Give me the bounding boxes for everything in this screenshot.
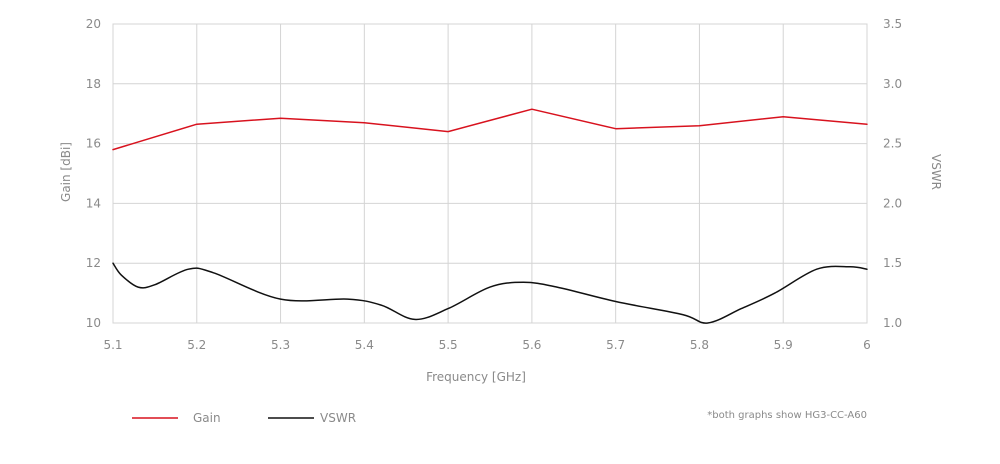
y-axis-ticks: 20 18 16 14 12 10 — [86, 17, 101, 330]
y2-tick-label: 3.5 — [883, 17, 902, 31]
y-tick-label: 12 — [86, 256, 101, 270]
series-line-gain — [112, 108, 868, 151]
y2-tick-label: 2.0 — [883, 196, 902, 210]
y2-tick-label: 1.0 — [883, 316, 902, 330]
x-axis-title: Frequency [GHz] — [426, 370, 526, 384]
y-tick-label: 10 — [86, 316, 101, 330]
x-tick-label: 5.4 — [355, 338, 374, 352]
y2-tick-label: 3.0 — [883, 77, 902, 91]
x-tick-label: 5.3 — [271, 338, 290, 352]
x-tick-label: 5.2 — [187, 338, 206, 352]
legend: Gain VSWR — [132, 411, 356, 425]
plot-border — [112, 23, 868, 324]
series-layer — [112, 108, 868, 324]
y-tick-label: 20 — [86, 17, 101, 31]
plot-frame — [112, 23, 868, 324]
y-tick-label: 14 — [86, 196, 101, 210]
footnote: *both graphs show HG3-CC-A60 — [707, 410, 867, 421]
x-tick-label: 5.5 — [439, 338, 458, 352]
y-axis-title: Gain [dBi] — [59, 142, 73, 202]
series-line-vswr — [112, 262, 868, 324]
y2-tick-label: 1.5 — [883, 256, 902, 270]
y-tick-label: 18 — [86, 77, 101, 91]
legend-label-vswr: VSWR — [320, 411, 356, 425]
x-tick-label: 6 — [863, 338, 871, 352]
y2-axis-ticks: 3.5 3.0 2.5 2.0 1.5 1.0 — [883, 17, 902, 330]
x-tick-label: 5.1 — [103, 338, 122, 352]
x-tick-label: 5.6 — [522, 338, 541, 352]
x-tick-label: 5.8 — [690, 338, 709, 352]
x-tick-label: 5.7 — [606, 338, 625, 352]
legend-label-gain: Gain — [193, 411, 221, 425]
y-tick-label: 16 — [86, 137, 101, 151]
x-tick-label: 5.9 — [774, 338, 793, 352]
x-axis-ticks: 5.1 5.2 5.3 5.4 5.5 5.6 5.7 5.8 5.9 6 — [103, 338, 870, 352]
y2-tick-label: 2.5 — [883, 137, 902, 151]
y2-axis-title: VSWR — [929, 154, 943, 190]
